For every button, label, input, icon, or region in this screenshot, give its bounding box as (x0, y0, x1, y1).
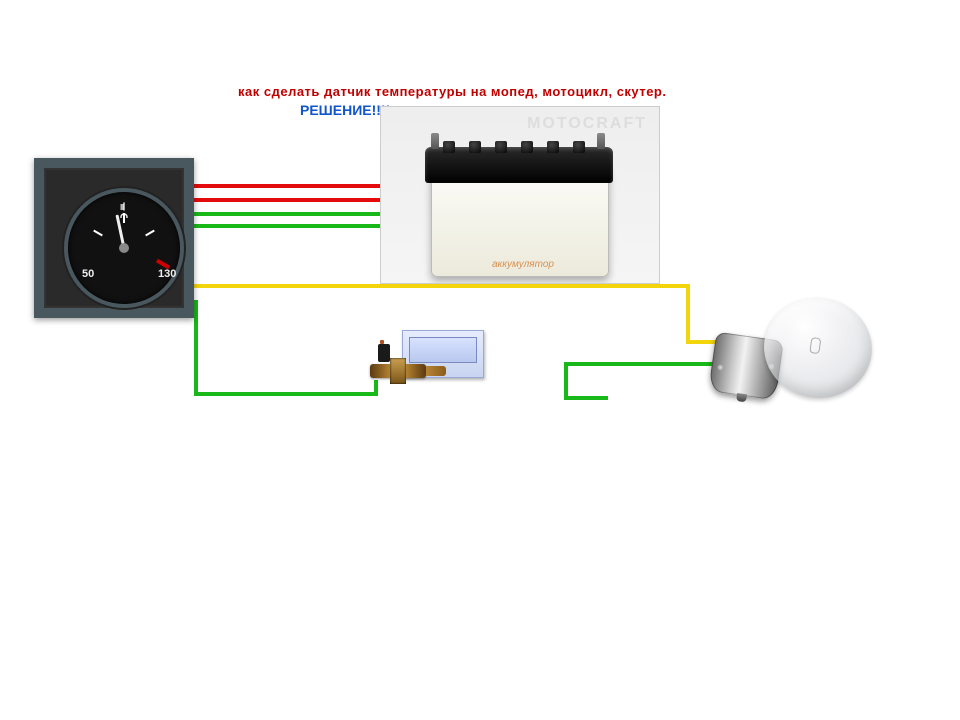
battery-watermark: MOTOCRAFT (527, 115, 647, 133)
battery-top (425, 147, 613, 183)
sensor-tip (426, 366, 446, 376)
wire-green (194, 300, 198, 396)
battery-cap (521, 141, 533, 153)
gauge-tick (93, 230, 103, 237)
title-blue: РЕШЕНИЕ!!!! (300, 102, 390, 118)
bulb-contact (736, 393, 747, 402)
wire-yellow (686, 284, 690, 344)
gauge-face: 50 130 (68, 192, 180, 304)
wire-yellow (194, 284, 690, 288)
gauge-label-min: 50 (82, 268, 94, 280)
battery-cap (495, 141, 507, 153)
battery-cap (443, 141, 455, 153)
wire-green (374, 380, 378, 396)
gauge-tick (145, 230, 155, 237)
gauge-label-max: 130 (158, 268, 176, 280)
wire-green (564, 362, 716, 366)
battery-cap (469, 141, 481, 153)
battery-cap (547, 141, 559, 153)
sensor-hex-nut (390, 358, 406, 384)
wire-green (564, 396, 608, 400)
battery-terminal (431, 133, 439, 149)
gauge-hub (119, 243, 129, 253)
battery-label: аккумулятор (492, 259, 554, 270)
wire-green (564, 362, 568, 400)
bulb-bayonet-pin (717, 364, 724, 371)
gauge-tick (123, 213, 125, 223)
battery-panel: MOTOCRAFT аккумулятор (380, 106, 660, 284)
wire-yellow (686, 340, 716, 344)
title-red: как сделать датчик температуры на мопед,… (238, 84, 666, 99)
battery-terminal (597, 133, 605, 149)
diagram-canvas: как сделать датчик температуры на мопед,… (0, 0, 960, 720)
sensor-connector (378, 344, 390, 362)
temperature-gauge: 50 130 (34, 158, 194, 318)
bulb-filament (809, 337, 821, 354)
wire-green (194, 392, 374, 396)
battery-cap (573, 141, 585, 153)
